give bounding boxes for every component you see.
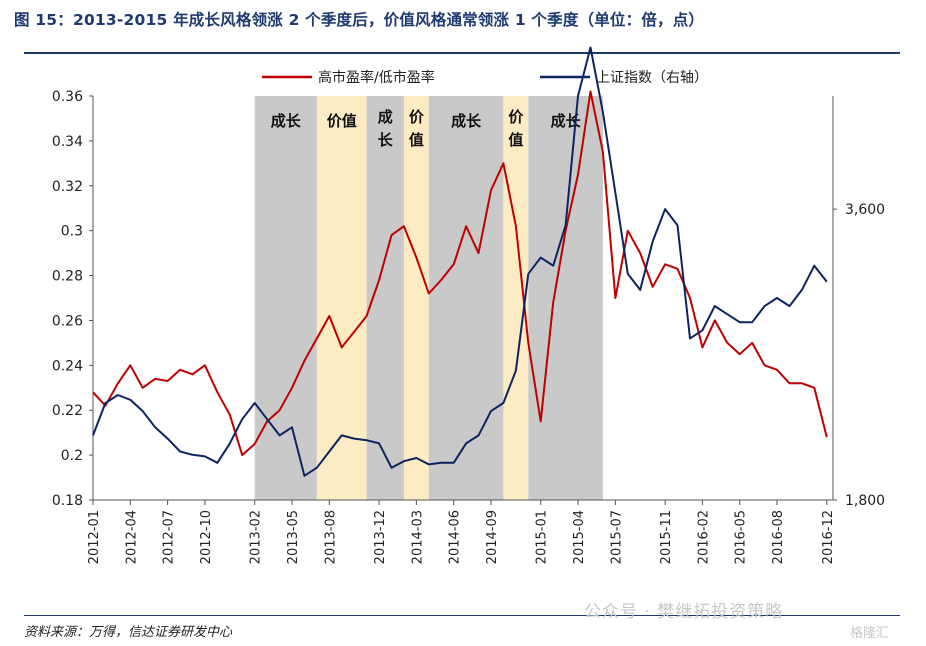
shaded-period (428, 96, 504, 500)
x-tick-label: 2012-10 (199, 510, 214, 564)
x-tick-label: 2015-11 (659, 510, 674, 564)
period-label: 成长 (451, 112, 482, 130)
x-tick-label: 2012-01 (87, 510, 102, 564)
x-tick-label: 2012-04 (124, 510, 139, 564)
left-tick-label: 0.34 (52, 134, 83, 150)
period-label: 成长 (551, 112, 582, 130)
period-label: 成长 (378, 108, 394, 149)
source-note: 资料来源：万得，信达证券研发中心 (24, 625, 233, 640)
x-tick-label: 2013-12 (373, 510, 388, 564)
x-tick-label: 2015-07 (609, 510, 624, 564)
x-tick-label: 2012-07 (162, 510, 177, 564)
right-tick-label: 3,600 (845, 202, 885, 218)
x-tick-label: 2016-12 (821, 510, 836, 564)
shanghai-index-series-line (92, 46, 828, 477)
left-tick-label: 0.3 (61, 224, 83, 240)
left-tick-label: 0.18 (52, 493, 83, 509)
shaded-period (316, 96, 367, 500)
period-label: 成长 (271, 112, 302, 130)
legend-label: 上证指数（右轴） (596, 70, 708, 86)
title-divider (24, 52, 900, 54)
x-tick-label: 2016-08 (771, 510, 786, 564)
watermark-logo: 格隆汇 (850, 626, 890, 641)
x-tick-label: 2015-04 (572, 510, 587, 564)
x-tick-label: 2013-08 (323, 510, 338, 564)
period-label: 价值 (327, 112, 357, 130)
x-tick-label: 2013-05 (286, 510, 301, 564)
left-tick-label: 0.24 (52, 358, 83, 374)
left-tick-label: 0.28 (52, 269, 83, 285)
left-tick-label: 0.32 (52, 179, 83, 195)
period-label: 价值 (409, 108, 425, 149)
x-tick-label: 2013-02 (249, 510, 264, 564)
period-label: 价值 (508, 108, 524, 149)
left-tick-label: 0.36 (52, 89, 83, 105)
x-tick-label: 2016-02 (696, 510, 711, 564)
legend-label: 高市盈率/低市盈率 (318, 69, 435, 86)
x-tick-label: 2015-01 (535, 510, 550, 564)
left-tick-label: 0.2 (61, 448, 83, 464)
shaded-period (528, 96, 603, 500)
x-tick-label: 2014-09 (485, 510, 500, 564)
x-tick-label: 2014-03 (410, 510, 425, 564)
watermark: 公众号 · 樊继拓投资策略 (584, 602, 784, 622)
right-tick-label: 1,800 (845, 493, 885, 509)
shaded-period (254, 96, 317, 500)
footer-divider (24, 615, 900, 616)
left-tick-label: 0.22 (52, 403, 83, 419)
x-tick-label: 2016-05 (734, 510, 749, 564)
pe-ratio-series-line (92, 90, 828, 457)
x-tick-label: 2014-06 (448, 510, 463, 564)
shaded-period (403, 96, 429, 500)
left-tick-label: 0.26 (52, 313, 83, 329)
chart-title: 图 15：2013-2015 年成长风格领涨 2 个季度后，价值风格通常领涨 1… (14, 11, 705, 29)
